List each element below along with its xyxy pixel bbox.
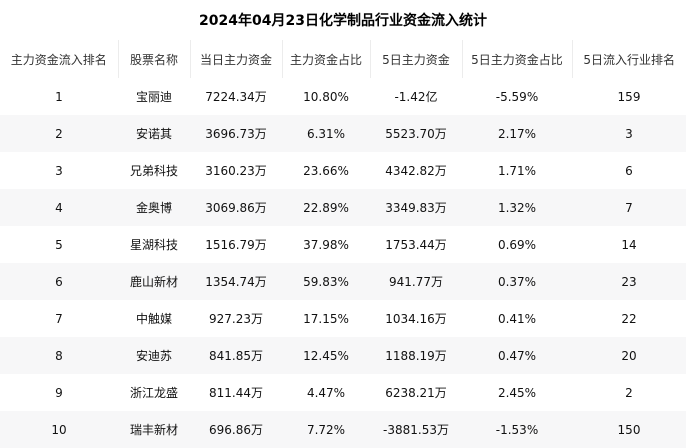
table-cell: 鹿山新材 — [129, 275, 178, 289]
table-cell: 中触媒 — [135, 312, 172, 326]
table-cell: 7.72% — [306, 422, 346, 437]
table-cell: 0.41% — [497, 311, 537, 326]
table-cell: 17.15% — [303, 311, 349, 326]
column-header: 5日主力资金占比 — [461, 40, 572, 78]
column-header: 股票名称 — [117, 40, 190, 78]
table-row: 8 安迪苏 841.85万 12.45% 1188.19万 0.47% 20 — [0, 337, 686, 374]
table-cell: 星湖科技 — [129, 238, 178, 252]
table-cell: 159 — [617, 89, 641, 104]
table-row: 6 鹿山新材 1354.74万 59.83% 941.77万 0.37% 23 — [0, 263, 686, 300]
table-cell: 浙江龙盛 — [129, 386, 178, 400]
table-header-row: 主力资金流入排名 股票名称 当日主力资金 主力资金占比 5日主力资金 5日主力资金占比 5日… — [0, 40, 686, 78]
table-cell: -1.53% — [495, 422, 539, 437]
table-cell: 5 — [55, 237, 63, 252]
column-header: 主力资金流入排名 — [0, 40, 118, 78]
table-cell: 3349.83万 — [385, 201, 447, 215]
table-cell: 2.17% — [497, 126, 537, 141]
table-cell: 1.71% — [497, 163, 537, 178]
table-cell: 1354.74万 — [205, 275, 267, 289]
table-cell: 927.23万 — [209, 312, 263, 326]
table-cell: 2.45% — [497, 385, 537, 400]
table-row: 5 星湖科技 1516.79万 37.98% 1753.44万 0.69% 14 — [0, 226, 686, 263]
table-row: 7 中触媒 927.23万 17.15% 1034.16万 0.41% 22 — [0, 300, 686, 337]
table-cell: 6 — [55, 274, 63, 289]
table-cell: 23 — [621, 274, 637, 289]
column-header: 主力资金占比 — [281, 40, 370, 78]
table-cell: 1034.16万 — [385, 312, 447, 326]
table-cell: 7224.34万 — [205, 90, 267, 104]
table-cell: 6 — [625, 163, 633, 178]
table-cell: 2 — [55, 126, 63, 141]
table-row: 2 安诺其 3696.73万 6.31% 5523.70万 2.17% 3 — [0, 115, 686, 152]
table-cell: 841.85万 — [209, 349, 263, 363]
table-cell: 12.45% — [303, 348, 349, 363]
table-cell: 0.37% — [497, 274, 537, 289]
table-cell: 150 — [617, 422, 641, 437]
table-cell: 4342.82万 — [385, 164, 447, 178]
table-cell: 10.80% — [303, 89, 349, 104]
table-cell: 3160.23万 — [205, 164, 267, 178]
table-cell: 1516.79万 — [205, 238, 267, 252]
table-cell: 22.89% — [303, 200, 349, 215]
table-cell: 22 — [621, 311, 637, 326]
table-cell: 1.32% — [497, 200, 537, 215]
table-cell: 6.31% — [306, 126, 346, 141]
table-cell: 3069.86万 — [205, 201, 267, 215]
table-cell: 1188.19万 — [385, 349, 447, 363]
table-row: 1 宝丽迪 7224.34万 10.80% -1.42亿 -5.59% 159 — [0, 78, 686, 115]
table-cell: 安迪苏 — [135, 349, 172, 363]
table-cell: -3881.53万 — [383, 423, 449, 437]
fund-flow-table: 主力资金流入排名 股票名称 当日主力资金 主力资金占比 5日主力资金 5日主力资金占比 5日… — [0, 40, 686, 448]
table-cell: 37.98% — [303, 237, 349, 252]
column-header: 5日流入行业排名 — [571, 40, 686, 78]
table-cell: 811.44万 — [209, 386, 263, 400]
table-row: 4 金奥博 3069.86万 22.89% 3349.83万 1.32% 7 — [0, 189, 686, 226]
table-cell: 0.69% — [497, 237, 537, 252]
table-cell: -5.59% — [495, 89, 539, 104]
table-cell: 金奥博 — [135, 201, 172, 215]
table-cell: 8 — [55, 348, 63, 363]
table-body: 1 宝丽迪 7224.34万 10.80% -1.42亿 -5.59% 159 2 安诺其 369… — [0, 78, 686, 448]
table-cell: 7 — [625, 200, 633, 215]
table-row: 10 瑞丰新材 696.86万 7.72% -3881.53万 -1.53% 150 — [0, 411, 686, 448]
table-cell: 3 — [55, 163, 63, 178]
table-cell: 23.66% — [303, 163, 349, 178]
column-header: 当日主力资金 — [189, 40, 282, 78]
table-cell: 9 — [55, 385, 63, 400]
table-cell: 兄弟科技 — [129, 164, 178, 178]
table-row: 3 兄弟科技 3160.23万 23.66% 4342.82万 1.71% 6 — [0, 152, 686, 189]
table-cell: 3 — [625, 126, 633, 141]
table-cell: 696.86万 — [209, 423, 263, 437]
table-cell: 6238.21万 — [385, 386, 447, 400]
table-cell: 59.83% — [303, 274, 349, 289]
table-row: 9 浙江龙盛 811.44万 4.47% 6238.21万 2.45% 2 — [0, 374, 686, 411]
table-cell: 瑞丰新材 — [129, 423, 178, 437]
table-cell: 14 — [621, 237, 637, 252]
table-cell: 5523.70万 — [385, 127, 447, 141]
table-cell: 2 — [625, 385, 633, 400]
table-cell: 4.47% — [306, 385, 346, 400]
table-cell: 1 — [55, 89, 63, 104]
table-cell: 7 — [55, 311, 63, 326]
table-cell: 1753.44万 — [385, 238, 447, 252]
table-cell: -1.42亿 — [394, 90, 438, 104]
table-cell: 0.47% — [497, 348, 537, 363]
table-cell: 宝丽迪 — [135, 90, 172, 104]
column-header: 5日主力资金 — [369, 40, 462, 78]
table-cell: 4 — [55, 200, 63, 215]
table-cell: 20 — [621, 348, 637, 363]
table-cell: 安诺其 — [135, 127, 172, 141]
page-title: 2024年04月23日化学制品行业资金流入统计 — [199, 13, 487, 29]
table-cell: 10 — [51, 422, 67, 437]
table-cell: 3696.73万 — [205, 127, 267, 141]
table-cell: 941.77万 — [389, 275, 443, 289]
